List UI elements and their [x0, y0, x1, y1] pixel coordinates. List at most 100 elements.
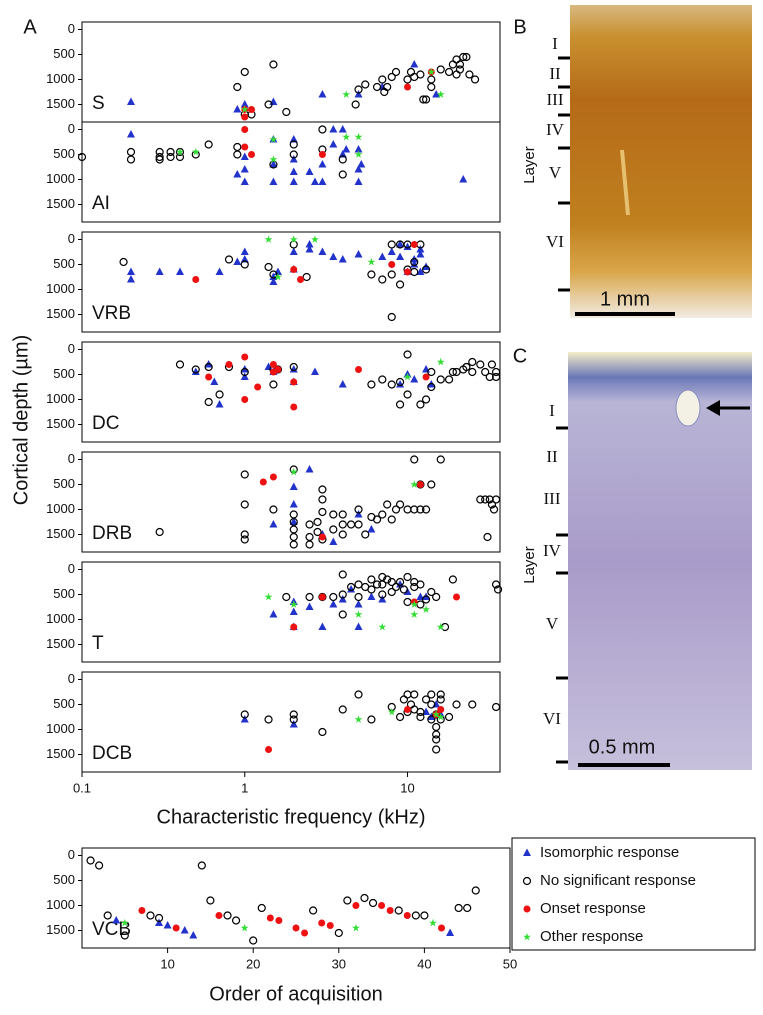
point	[126, 275, 135, 283]
point	[318, 151, 326, 158]
point	[313, 517, 322, 527]
y-tick-label: 1500	[46, 196, 75, 211]
point	[354, 165, 363, 173]
point	[404, 268, 412, 276]
layer-ticks	[558, 56, 570, 292]
scale-bar	[575, 312, 675, 316]
point	[259, 478, 267, 486]
panel-label: C	[513, 345, 527, 367]
point	[487, 360, 497, 369]
point	[422, 373, 430, 381]
point	[491, 372, 501, 382]
point	[354, 580, 363, 589]
point	[309, 906, 318, 915]
point	[395, 280, 405, 289]
y-tick-label: 1500	[46, 746, 75, 761]
point	[305, 465, 314, 473]
point	[289, 607, 298, 615]
point	[191, 147, 200, 156]
point	[410, 505, 419, 514]
point	[318, 90, 327, 98]
y-tick-label: 0	[68, 671, 75, 686]
x-tick-label: 20	[246, 956, 260, 971]
y-tick-label: 1000	[46, 281, 75, 296]
x-axis-label: Characteristic frequency (kHz)	[157, 806, 426, 828]
point	[421, 505, 431, 514]
point	[269, 160, 278, 168]
point	[338, 125, 347, 133]
point	[289, 540, 298, 549]
point	[346, 520, 356, 529]
point	[387, 270, 396, 279]
point	[403, 505, 412, 514]
point	[240, 372, 249, 380]
point	[421, 265, 431, 274]
point	[427, 480, 436, 489]
point	[378, 375, 387, 384]
point	[289, 715, 298, 724]
point	[269, 135, 278, 143]
point	[240, 530, 249, 539]
layer-label: IV	[543, 541, 562, 560]
point	[493, 585, 503, 594]
x-tick-label: 10	[400, 780, 414, 795]
point	[95, 861, 104, 870]
point	[120, 918, 129, 927]
point	[410, 260, 419, 268]
layer-label: V	[546, 614, 559, 633]
point	[329, 125, 338, 133]
point	[391, 67, 401, 77]
point	[329, 592, 338, 602]
point	[329, 537, 338, 545]
point	[342, 145, 351, 153]
point	[396, 580, 405, 588]
y-tick-label: 500	[53, 696, 75, 711]
point	[372, 82, 382, 92]
point	[180, 926, 189, 934]
point	[403, 690, 412, 699]
scale-label: 1 mm	[600, 288, 650, 310]
point	[459, 175, 468, 183]
point	[394, 906, 403, 915]
legend-label: Isomorphic response	[540, 844, 679, 861]
point	[126, 130, 135, 138]
point	[427, 75, 436, 84]
point	[361, 80, 370, 89]
point	[318, 593, 326, 601]
layer-label: III	[547, 90, 564, 109]
point	[240, 105, 249, 113]
point	[455, 65, 465, 74]
point	[383, 500, 392, 509]
point	[470, 75, 480, 84]
arrow-head	[706, 400, 720, 416]
point	[269, 380, 278, 389]
point	[354, 600, 363, 608]
point	[240, 470, 249, 479]
point	[395, 500, 405, 509]
point	[318, 507, 327, 517]
point	[421, 95, 431, 104]
point	[289, 167, 298, 175]
y-tick-label: 500	[53, 476, 75, 491]
point	[367, 270, 376, 279]
point	[138, 907, 146, 914]
y-tick-label: 0	[68, 561, 75, 576]
point	[388, 261, 396, 268]
point	[354, 520, 363, 529]
point	[446, 928, 455, 936]
point	[354, 505, 363, 514]
point	[420, 911, 429, 920]
point	[305, 602, 314, 610]
point	[522, 876, 532, 886]
point	[427, 700, 436, 709]
point	[240, 247, 249, 255]
point	[354, 145, 363, 153]
point	[432, 90, 441, 98]
point	[264, 715, 273, 724]
point	[318, 919, 326, 927]
point	[378, 622, 387, 631]
point	[436, 690, 445, 699]
point	[289, 510, 298, 519]
axes-frame	[81, 671, 501, 773]
point	[318, 622, 327, 630]
